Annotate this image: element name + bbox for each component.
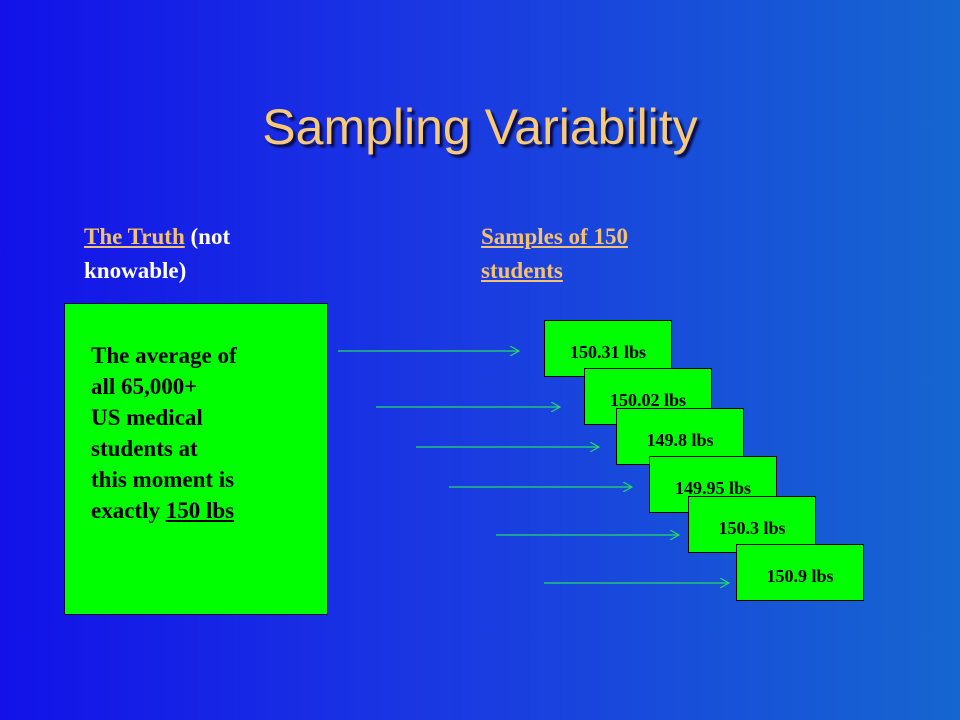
truth-line-6-prefix: exactly	[91, 498, 166, 523]
truth-header-link[interactable]: The Truth	[84, 224, 185, 249]
samples-header-link[interactable]: Samples of 150 students	[481, 224, 628, 283]
slide-title: Sampling Variability	[262, 99, 698, 155]
truth-line-4: students at	[91, 436, 198, 461]
population-truth-box: The average of all 65,000+ US medical st…	[64, 303, 328, 615]
truth-line-5: this moment is	[91, 467, 235, 492]
sample-box-5: 150.3 lbs	[688, 496, 816, 553]
truth-line-2: all 65,000+	[91, 374, 198, 399]
sample-box-1: 150.31 lbs	[544, 320, 672, 377]
truth-line-1: The average of	[91, 343, 237, 368]
sample-box-6: 150.9 lbs	[736, 544, 864, 601]
sample-box-3: 149.8 lbs	[616, 408, 744, 465]
truth-line-6: exactly 150 lbs	[91, 495, 327, 526]
population-truth-text: The average of all 65,000+ US medical st…	[91, 340, 327, 526]
samples-header: Samples of 150 students	[481, 220, 711, 288]
truth-header: The Truth (not knowable)	[84, 220, 324, 288]
truth-header-note: (not knowable)	[84, 224, 231, 283]
true-average-value: 150 lbs	[165, 498, 235, 523]
truth-line-3: US medical	[91, 405, 203, 430]
